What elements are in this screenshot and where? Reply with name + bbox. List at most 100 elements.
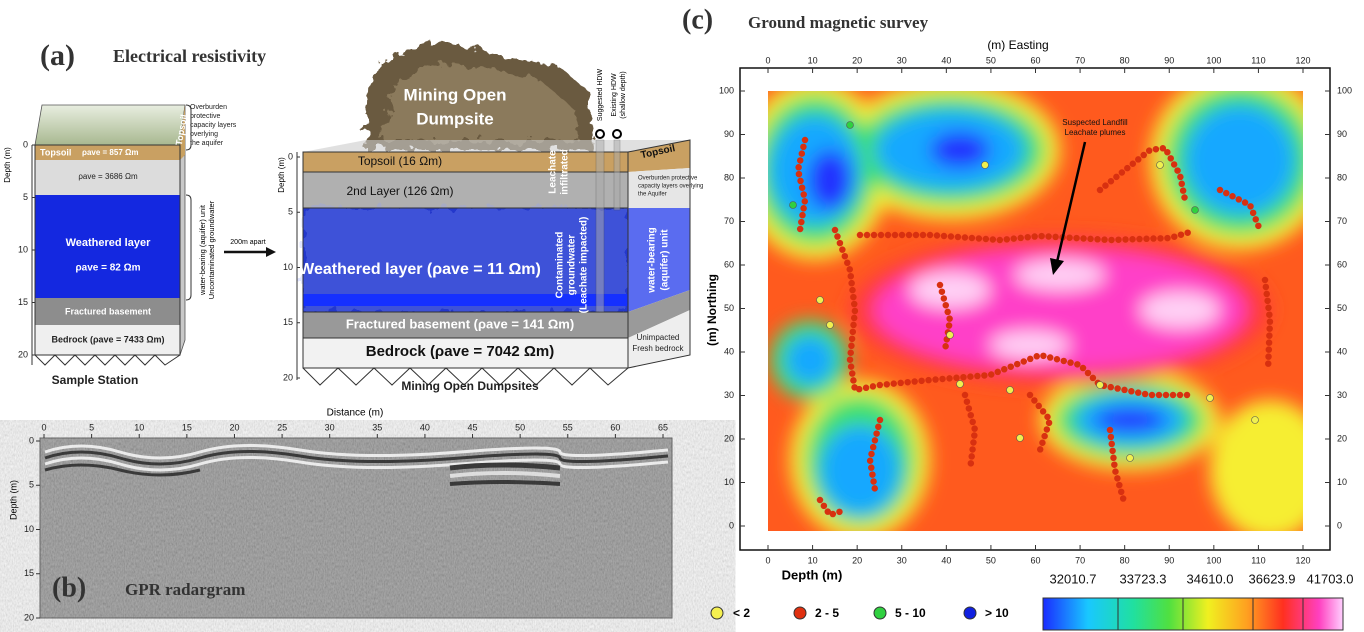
tick-label: 120 [1295, 55, 1310, 65]
tick-label: 50 [724, 303, 734, 313]
colorbar-label: 33723.3 [1120, 571, 1167, 586]
legend-label: < 2 [733, 606, 750, 620]
tick-label: 0 [23, 139, 28, 149]
tick-label: 60 [1337, 259, 1347, 269]
annotation: capacity layers overlying [638, 184, 703, 190]
tick-label: 65 [658, 422, 668, 432]
legend-label: 5 - 10 [895, 606, 926, 620]
tick-label: 120 [1295, 555, 1310, 565]
colorbar-label: 32010.7 [1050, 571, 1097, 586]
annotation: infiltrated [560, 149, 571, 195]
annotation: Unimpacted [637, 333, 680, 342]
tick-label: 0 [729, 520, 734, 530]
annotation: the aquifer [190, 140, 224, 147]
legend-label: > 10 [985, 606, 1009, 620]
legend-label: 2 - 5 [815, 606, 839, 620]
tick-label: 30 [897, 555, 907, 565]
layer-label: Weathered layer (ρave = 11 Ωm) [299, 261, 541, 278]
magnetic-map [740, 70, 1330, 540]
annotation: Overburden [190, 104, 227, 111]
tick-label: 60 [1030, 55, 1040, 65]
annotation: Existing HDW [611, 73, 618, 117]
tick-label: 15 [182, 422, 192, 432]
annotation: Suggested HDW [597, 69, 604, 122]
tick-label: 5 [23, 192, 28, 202]
tick-label: 5 [89, 422, 94, 432]
tick-label: 30 [325, 422, 335, 432]
tick-label: 40 [420, 422, 430, 432]
tick-label: 100 [1206, 55, 1221, 65]
tick-label: 70 [1337, 216, 1347, 226]
tick-label: 10 [18, 244, 28, 254]
layer-label: Bedrock (ρave = 7042 Ωm) [366, 343, 554, 360]
sample-block [32, 105, 185, 365]
tick-label: 10 [724, 477, 734, 487]
tick-label: 40 [941, 55, 951, 65]
tick-label: 100 [1337, 85, 1352, 95]
tick-label: 0 [41, 422, 46, 432]
layer-label: 2nd Layer (126 Ωm) [346, 184, 453, 198]
tick-label: 80 [724, 172, 734, 182]
layer-label: Bedrock (ρave = 7433 Ωm) [51, 334, 164, 344]
tick-label: 5 [288, 207, 293, 217]
tick-label: 40 [724, 346, 734, 356]
image-label: Mining Open [404, 85, 507, 104]
tick-label: 50 [515, 422, 525, 432]
tick-label: 10 [808, 55, 818, 65]
panel-title: GPR radargram [125, 580, 245, 599]
tick-label: 60 [724, 259, 734, 269]
layer-label: Topsoil [40, 147, 71, 157]
tick-label: 90 [1337, 129, 1347, 139]
layer-label: Fractured basement [65, 306, 151, 316]
image-label: Dumpsite [416, 109, 493, 128]
tick-label: 110 [1251, 55, 1265, 65]
tick-label: 0 [765, 55, 770, 65]
panel-letter: (b) [52, 572, 86, 603]
tick-label: 40 [941, 555, 951, 565]
tick-label: 10 [283, 262, 293, 272]
tick-label: 5 [29, 480, 34, 490]
tick-label: 15 [18, 297, 28, 307]
axis-label: Depth (m) [8, 480, 18, 520]
annotation: water-bearing (aquifer) unit [198, 204, 207, 296]
annotation: Leachate plumes [1065, 128, 1126, 137]
depth-label: Depth (m) [277, 157, 286, 193]
tick-label: 35 [372, 422, 382, 432]
tick-label: 80 [1120, 55, 1130, 65]
annotation: capacity layers [190, 122, 237, 129]
tick-label: 20 [724, 433, 734, 443]
layer-label: Topsoil (16 Ωm) [358, 154, 442, 168]
tick-label: 80 [1337, 172, 1347, 182]
tick-label: 90 [724, 129, 734, 139]
tick-label: 20 [18, 349, 28, 359]
annotation: Uncontaminated groundwater [207, 200, 216, 299]
caption: Sample Station [52, 373, 139, 387]
annotation: the Aquifer [638, 192, 667, 198]
tick-label: 20 [24, 612, 34, 622]
tick-label: 10 [1337, 477, 1347, 487]
colorbar-label: 41703.0 [1307, 571, 1354, 586]
annotation: Suspected Landfill [1062, 118, 1128, 127]
tick-label: 60 [1030, 555, 1040, 565]
layer-label: ρave = 857 Ωm [82, 148, 139, 157]
tick-label: 10 [134, 422, 144, 432]
tick-label: 70 [1075, 555, 1085, 565]
tick-label: 30 [724, 390, 734, 400]
tick-label: 55 [563, 422, 573, 432]
panel-title: Electrical resistivity [113, 46, 266, 66]
tick-label: 20 [852, 555, 862, 565]
axis-label: (m) Northing [705, 274, 719, 346]
tick-label: 30 [1337, 390, 1347, 400]
tick-label: 70 [1075, 55, 1085, 65]
annotation: Contaminated [555, 232, 566, 299]
tick-label: 10 [24, 524, 34, 534]
annotation: Fresh bedrock [632, 344, 684, 353]
tick-label: 110 [1251, 555, 1265, 565]
tick-label: 0 [765, 555, 770, 565]
annotation: groundwater [567, 235, 578, 296]
layer-label: ρave = 3686 Ωm [78, 172, 138, 181]
tick-label: 40 [1337, 346, 1347, 356]
tick-label: 20 [283, 372, 293, 382]
panel-letter: (a) [40, 39, 75, 72]
panel-letter: (c) [682, 4, 713, 35]
